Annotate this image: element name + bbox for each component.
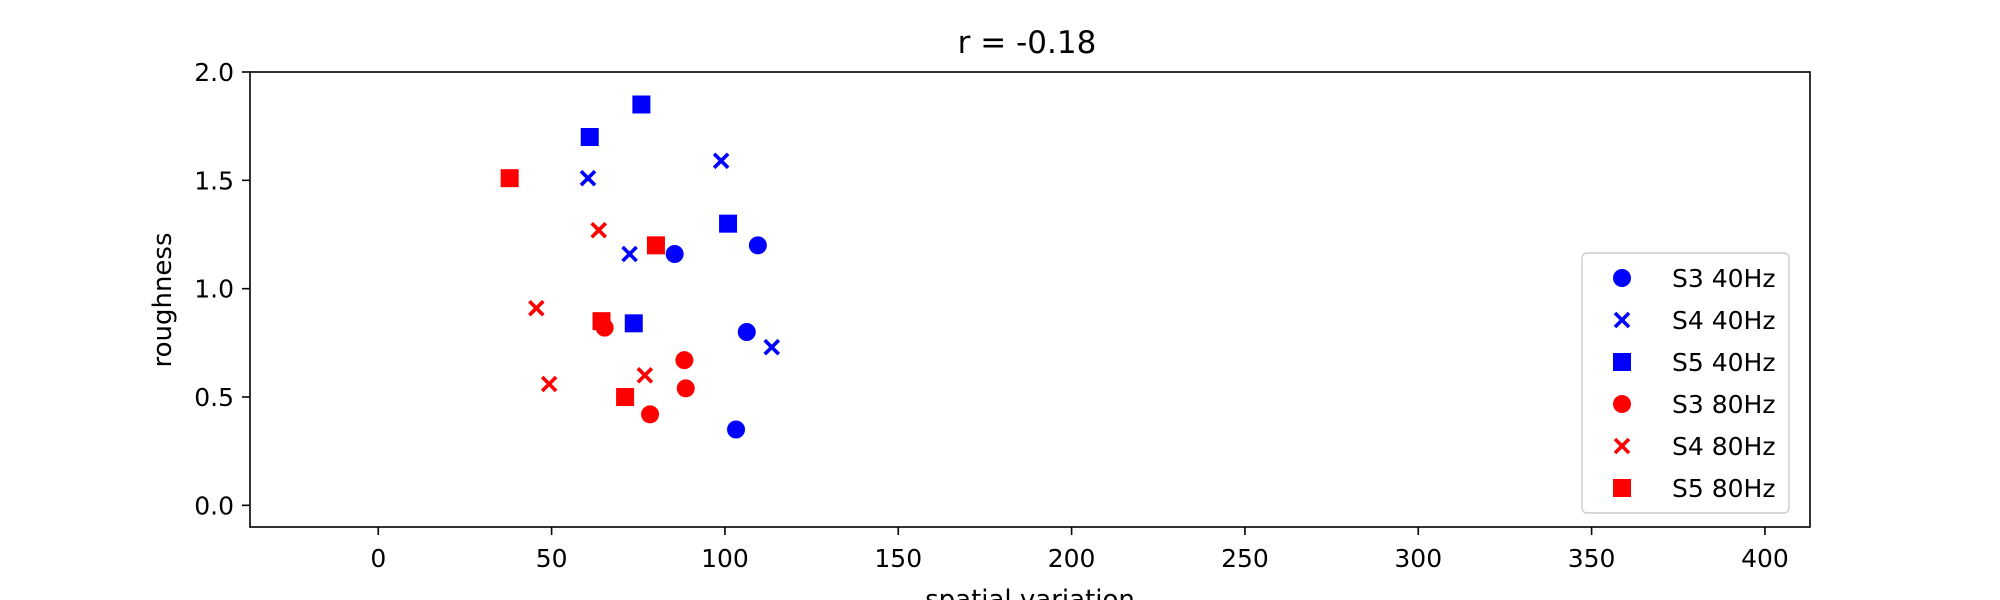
data-point (636, 367, 654, 384)
y-tick-label: 2.0 (194, 58, 234, 87)
x-axis-label: spatial variation (925, 585, 1135, 600)
data-point (540, 375, 558, 393)
y-axis: 0.0 0.5 1.0 1.5 2.0 (194, 58, 250, 520)
x-tick-label: 400 (1741, 544, 1789, 573)
legend-marker (1613, 437, 1631, 455)
data-point (590, 221, 608, 239)
legend-entry-label: S3 80Hz (1672, 390, 1775, 419)
data-point (528, 299, 545, 317)
x-tick-label: 0 (370, 544, 386, 573)
data-point (632, 95, 651, 114)
data-point (616, 388, 635, 406)
x-tick-label: 50 (536, 544, 568, 573)
x-tick-label: 300 (1394, 544, 1442, 573)
x-tick-label: 100 (701, 544, 749, 573)
legend-marker (1613, 311, 1631, 329)
data-point (737, 323, 756, 341)
data-point (624, 314, 643, 333)
data-point (719, 214, 738, 233)
legend-marker (1613, 353, 1631, 371)
legend-entry-label: S4 40Hz (1672, 306, 1775, 335)
y-tick-label: 0.0 (194, 491, 234, 520)
legend-entry-label: S5 80Hz (1672, 474, 1775, 503)
data-point (621, 245, 638, 263)
legend-marker (1613, 269, 1631, 287)
x-tick-label: 200 (1048, 544, 1096, 573)
data-point (646, 236, 665, 255)
data-point (676, 379, 695, 398)
data-point (579, 169, 597, 187)
data-point (500, 169, 519, 188)
data-point (592, 312, 611, 331)
x-axis: 0 50 100 150 200 250 300 350 400 (370, 527, 1789, 573)
data-point (748, 236, 767, 255)
legend-entry-label: S3 40Hz (1672, 264, 1775, 293)
data-point (763, 338, 781, 356)
x-tick-label: 250 (1221, 544, 1269, 573)
data-point (675, 351, 694, 370)
chart-title: r = -0.18 (958, 25, 1097, 61)
data-point (665, 245, 684, 263)
y-tick-label: 0.5 (194, 383, 234, 412)
y-axis-label: roughness (148, 232, 178, 367)
legend-frame (1581, 252, 1790, 514)
legend-marker (1613, 479, 1631, 497)
legend: S3 40Hz S4 40Hz S5 40Hz S3 80Hz S4 80Hz S5 80… (1581, 252, 1790, 514)
y-tick-label: 1.5 (194, 166, 234, 195)
legend-entry-label: S4 80Hz (1672, 432, 1775, 461)
data-point (580, 128, 599, 146)
data-points (500, 95, 781, 439)
x-tick-label: 150 (874, 544, 922, 573)
y-tick-label: 1.0 (194, 275, 234, 304)
data-point (641, 405, 660, 424)
legend-entry-label: S5 40Hz (1672, 348, 1775, 377)
legend-marker (1613, 395, 1631, 413)
data-point (712, 152, 730, 170)
data-point (727, 420, 746, 439)
plot-frame (249, 71, 1811, 528)
x-tick-label: 350 (1568, 544, 1616, 573)
